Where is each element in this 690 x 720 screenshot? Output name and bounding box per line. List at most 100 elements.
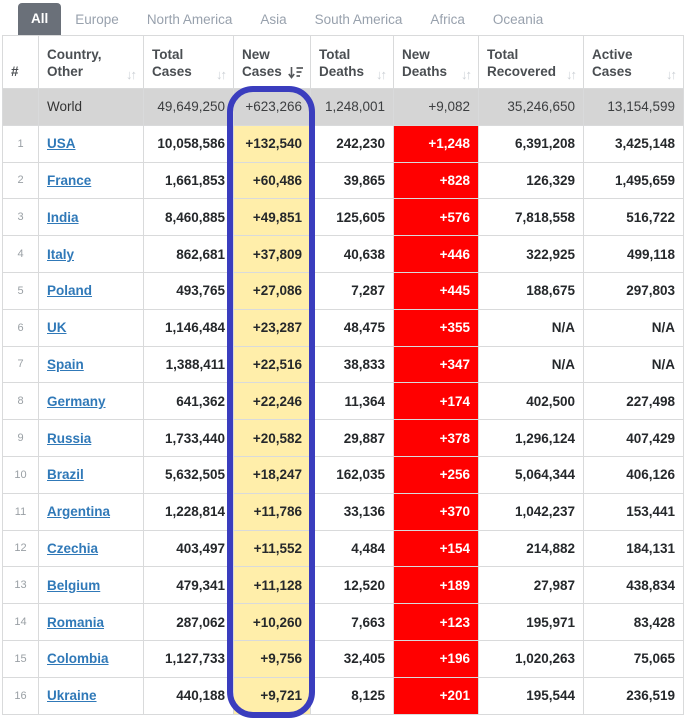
covid-stats-table: # Country, Other ↓↑ Total Cases ↓↑ New Case…	[2, 35, 684, 715]
total-cases-cell: 1,661,853	[143, 161, 234, 200]
tab-asia[interactable]: Asia	[260, 12, 287, 27]
tab-europe[interactable]: Europe	[75, 12, 119, 27]
country-cell: Belgium	[38, 566, 144, 605]
active-cases-cell: 438,834	[583, 566, 684, 605]
column-header-country[interactable]: Country, Other ↓↑	[38, 35, 144, 89]
new-deaths-cell: +189	[393, 566, 479, 605]
country-link[interactable]: India	[47, 209, 79, 225]
rank-cell: 3	[2, 198, 39, 237]
country-link[interactable]: Belgium	[47, 577, 101, 593]
total-cases-cell: 10,058,586	[143, 124, 234, 163]
country-row: 9 Russia 1,733,440 +20,582 29,887 +378 1…	[2, 419, 684, 457]
new-cases-cell: +22,246	[233, 382, 311, 421]
country-link[interactable]: Romania	[47, 614, 105, 630]
rank-cell: 13	[2, 566, 39, 605]
country-row: 14 Romania 287,062 +10,260 7,663 +123 19…	[2, 603, 684, 641]
total-cases-cell: 8,460,885	[143, 198, 234, 237]
new-deaths-cell: +154	[393, 529, 479, 568]
country-link[interactable]: Argentina	[47, 504, 111, 520]
column-header-total-cases[interactable]: Total Cases ↓↑	[143, 35, 234, 89]
total-cases-cell: 1,733,440	[143, 419, 234, 457]
sort-arrows-icon[interactable]: ↓↑	[566, 67, 577, 82]
column-header-active-cases[interactable]: Active Cases ↓↑	[583, 35, 684, 89]
country-cell: Colombia	[38, 639, 144, 678]
tab-north-america[interactable]: North America	[146, 12, 233, 27]
column-header-new-deaths[interactable]: New Deaths ↓↑	[393, 35, 479, 89]
header-label: New Deaths	[402, 46, 448, 80]
country-link[interactable]: Ukraine	[47, 688, 97, 704]
new-deaths-cell: +201	[393, 676, 479, 715]
new-cases-cell: +20,582	[233, 419, 311, 457]
tab-oceania[interactable]: Oceania	[492, 12, 544, 27]
total-deaths-cell: 11,364	[310, 382, 394, 421]
new-cases-cell: +27,086	[233, 271, 311, 310]
total-recovered-cell: 35,246,650	[478, 88, 584, 126]
new-cases-cell: +623,266	[233, 88, 311, 126]
rank-cell: 4	[2, 235, 39, 273]
country-link[interactable]: Brazil	[47, 467, 84, 483]
country-link[interactable]: USA	[47, 136, 76, 152]
sort-arrows-icon[interactable]: ↓↑	[461, 67, 472, 82]
new-deaths-cell: +446	[393, 235, 479, 273]
country-cell: Ukraine	[38, 676, 144, 715]
rank-cell: 6	[2, 308, 39, 347]
active-cases-cell: 227,498	[583, 382, 684, 421]
total-cases-cell: 641,362	[143, 382, 234, 421]
new-deaths-cell: +196	[393, 639, 479, 678]
total-cases-cell: 287,062	[143, 603, 234, 641]
rank-cell: 10	[2, 455, 39, 494]
total-deaths-cell: 242,230	[310, 124, 394, 163]
sort-arrows-icon[interactable]: ↓↑	[666, 67, 677, 82]
new-deaths-cell: +1,248	[393, 124, 479, 163]
total-deaths-cell: 38,833	[310, 345, 394, 384]
country-link[interactable]: Russia	[47, 430, 92, 446]
total-cases-cell: 1,127,733	[143, 639, 234, 678]
country-cell: Brazil	[38, 455, 144, 494]
country-link[interactable]: Poland	[47, 283, 93, 299]
header-row: # Country, Other ↓↑ Total Cases ↓↑ New Case…	[2, 35, 684, 89]
total-recovered-cell: 195,971	[478, 603, 584, 641]
new-deaths-cell: +445	[393, 271, 479, 310]
tab-africa[interactable]: Africa	[430, 12, 465, 27]
total-recovered-cell: N/A	[478, 308, 584, 347]
country-cell: Romania	[38, 603, 144, 641]
country-cell: Czechia	[38, 529, 144, 568]
country-cell: France	[38, 161, 144, 200]
country-link[interactable]: Colombia	[47, 651, 109, 667]
new-deaths-cell: +370	[393, 492, 479, 531]
column-header-total-recovered[interactable]: Total Recovered ↓↑	[478, 35, 584, 89]
continent-tabs: All Europe North America Asia South Amer…	[2, 0, 683, 35]
total-recovered-cell: 1,042,237	[478, 492, 584, 531]
country-link[interactable]: France	[47, 172, 92, 188]
country-cell: UK	[38, 308, 144, 347]
column-header-new-cases[interactable]: New Cases	[233, 35, 311, 89]
country-link[interactable]: UK	[47, 320, 67, 336]
column-header-total-deaths[interactable]: Total Deaths ↓↑	[310, 35, 394, 89]
active-cases-cell: N/A	[583, 345, 684, 384]
tab-all[interactable]: All	[18, 3, 62, 35]
country-cell: Italy	[38, 235, 144, 273]
total-cases-cell: 1,228,814	[143, 492, 234, 531]
sort-descending-icon[interactable]	[288, 66, 304, 82]
rank-cell: 5	[2, 271, 39, 310]
new-deaths-cell: +256	[393, 455, 479, 494]
total-deaths-cell: 8,125	[310, 676, 394, 715]
country-cell: India	[38, 198, 144, 237]
total-deaths-cell: 1,248,001	[310, 88, 394, 126]
rank-cell: 1	[2, 124, 39, 163]
sort-arrows-icon[interactable]: ↓↑	[376, 67, 387, 82]
active-cases-cell: 75,065	[583, 639, 684, 678]
country-link[interactable]: Spain	[47, 356, 84, 372]
total-recovered-cell: 1,020,263	[478, 639, 584, 678]
total-recovered-cell: 1,296,124	[478, 419, 584, 457]
rank-cell: 14	[2, 603, 39, 641]
sort-arrows-icon[interactable]: ↓↑	[126, 67, 137, 82]
sort-arrows-icon[interactable]: ↓↑	[216, 67, 227, 82]
country-link[interactable]: Germany	[47, 393, 106, 409]
country-row: 3 India 8,460,885 +49,851 125,605 +576 7…	[2, 198, 684, 237]
country-link[interactable]: Italy	[47, 246, 75, 262]
total-recovered-cell: N/A	[478, 345, 584, 384]
country-link[interactable]: Czechia	[47, 540, 99, 556]
tab-south-america[interactable]: South America	[314, 12, 403, 27]
total-cases-cell: 403,497	[143, 529, 234, 568]
